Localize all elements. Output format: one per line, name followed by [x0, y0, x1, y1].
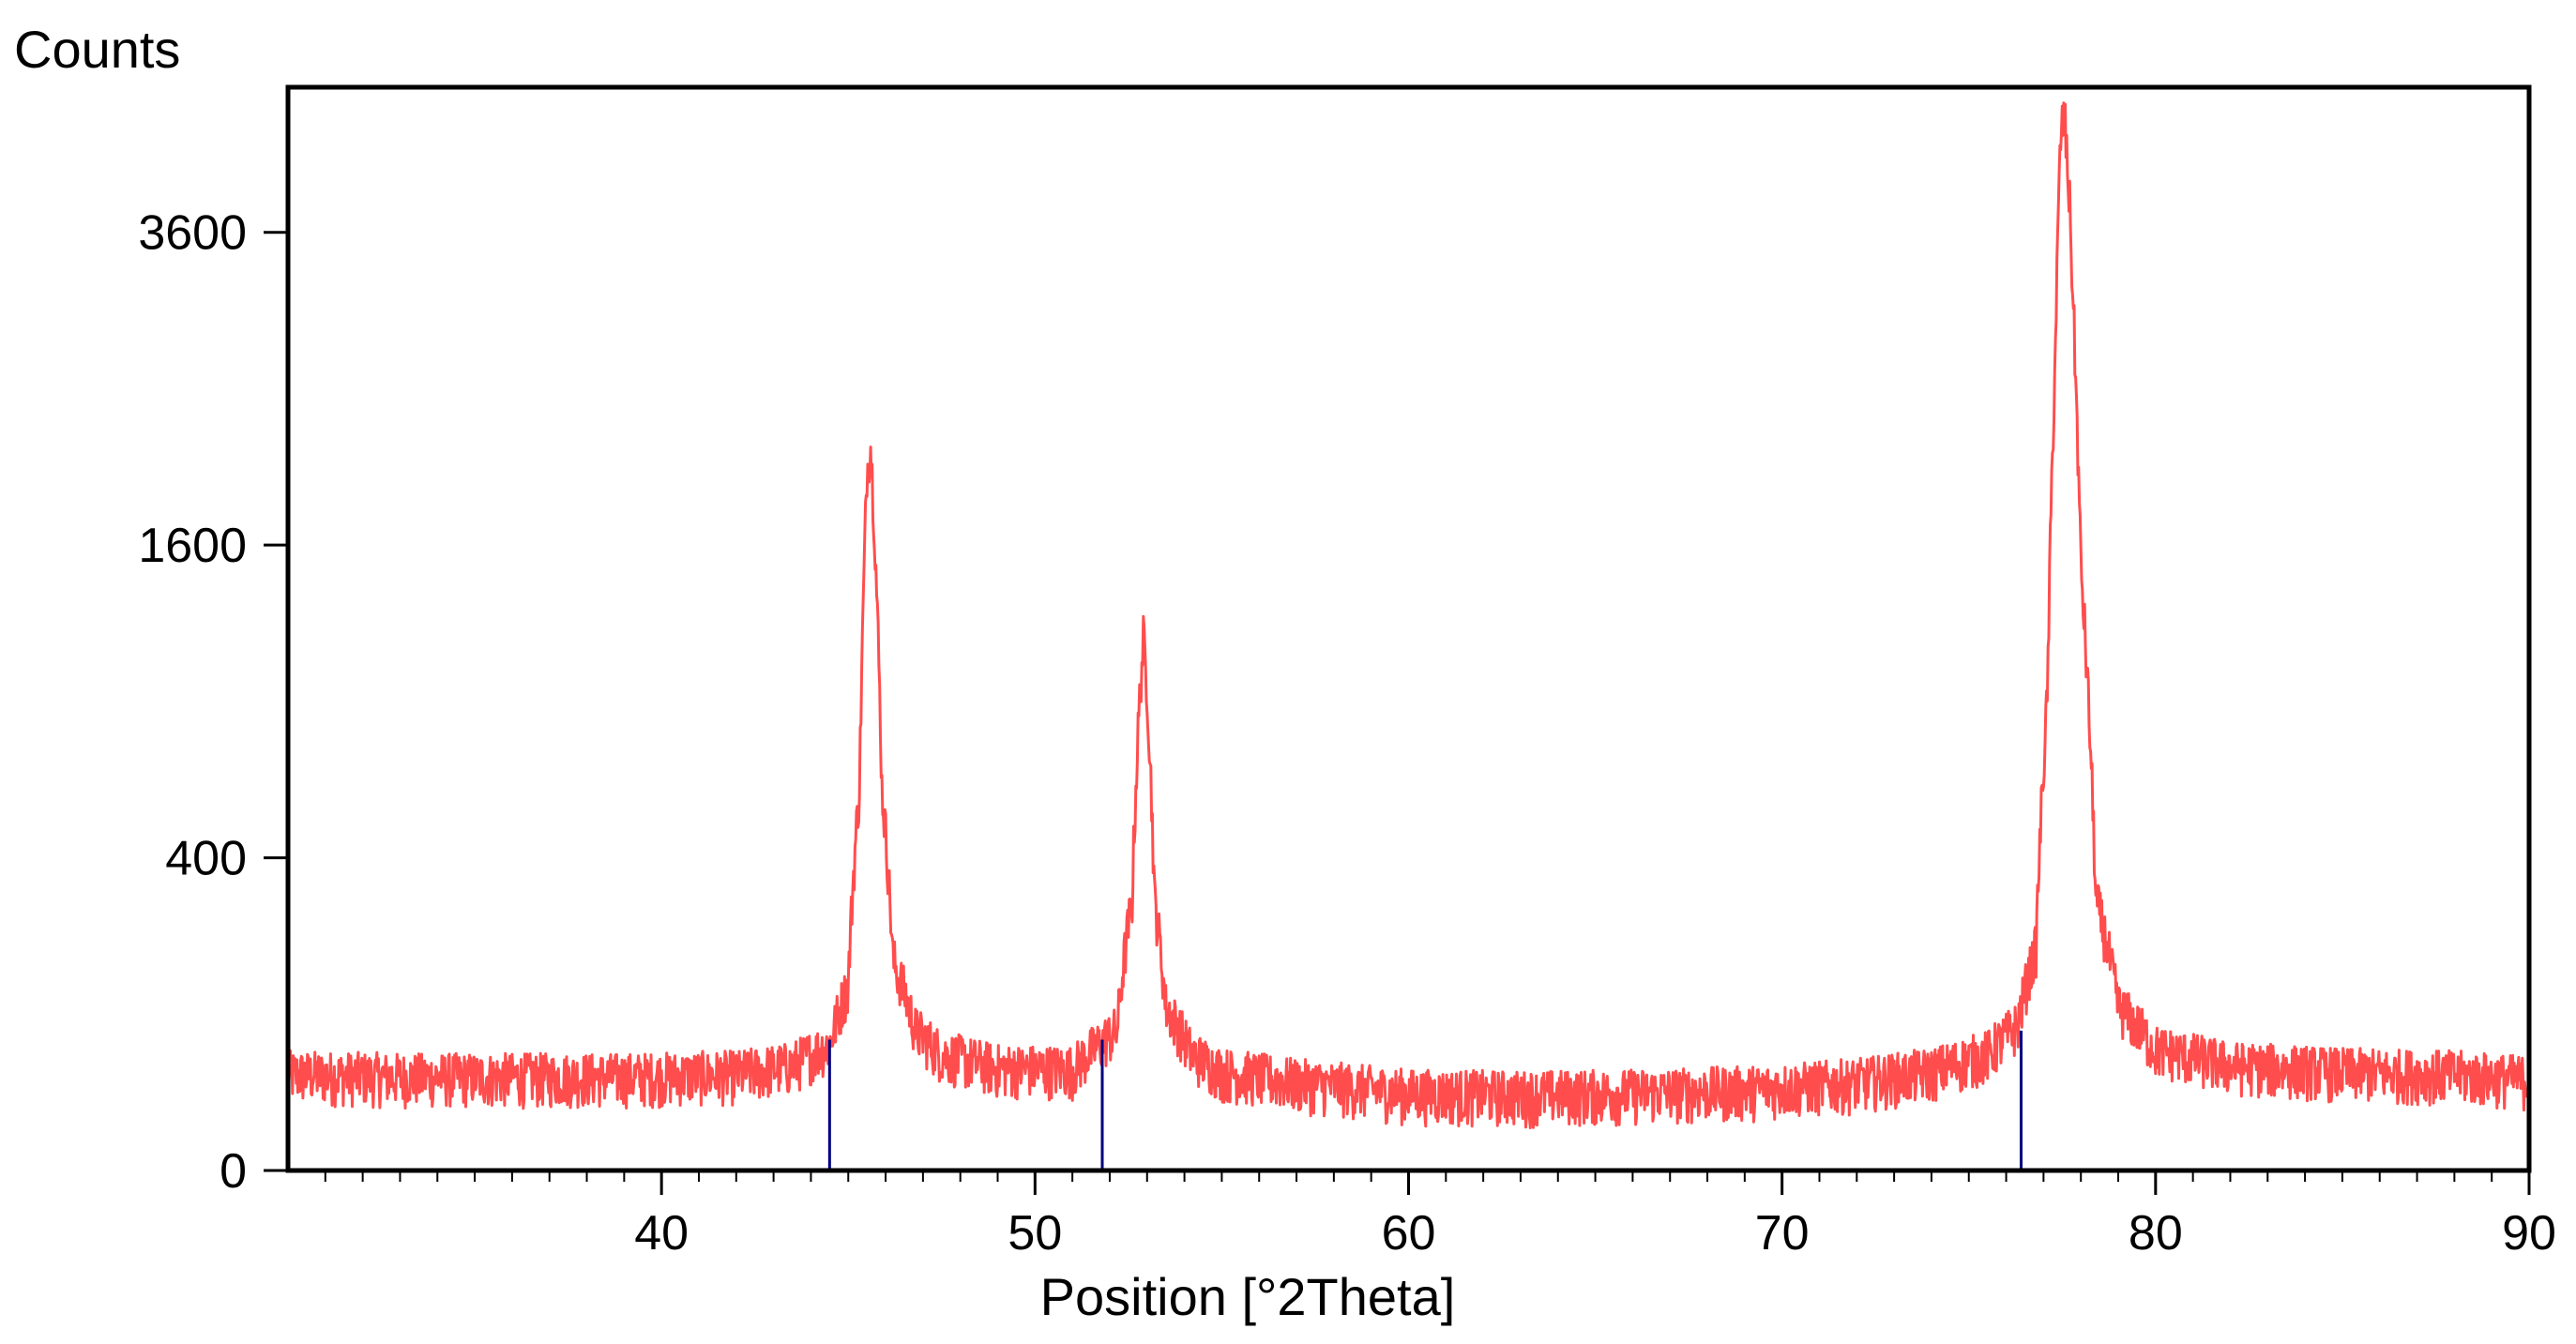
y-tick-label: 3600: [138, 206, 247, 261]
x-tick-label: 40: [634, 1206, 689, 1261]
x-tick-labels: 40 50 60 70 80 90: [634, 1206, 2556, 1261]
plot-frame: [285, 84, 2532, 1173]
x-axis-label: Position [°2Theta]: [1040, 1267, 1456, 1326]
x-tick-label: 90: [2502, 1206, 2556, 1261]
y-tick-label: 400: [165, 832, 247, 886]
y-tick-labels: 0 400 1600 3600: [138, 206, 247, 1199]
x-tick-label: 80: [2129, 1206, 2183, 1261]
y-tick-label: 1600: [138, 519, 247, 573]
x-tick-label: 50: [1008, 1206, 1062, 1261]
y-axis-label: Counts: [14, 20, 180, 79]
series-line: [286, 101, 2531, 1129]
x-tick-label: 60: [1382, 1206, 1436, 1261]
reference-markers: [827, 1030, 2023, 1170]
x-tick-label: 70: [1755, 1206, 1810, 1261]
x-major-ticks: [659, 1170, 2531, 1195]
y-tick-label: 0: [220, 1144, 247, 1199]
y-ticks: [264, 231, 288, 1172]
